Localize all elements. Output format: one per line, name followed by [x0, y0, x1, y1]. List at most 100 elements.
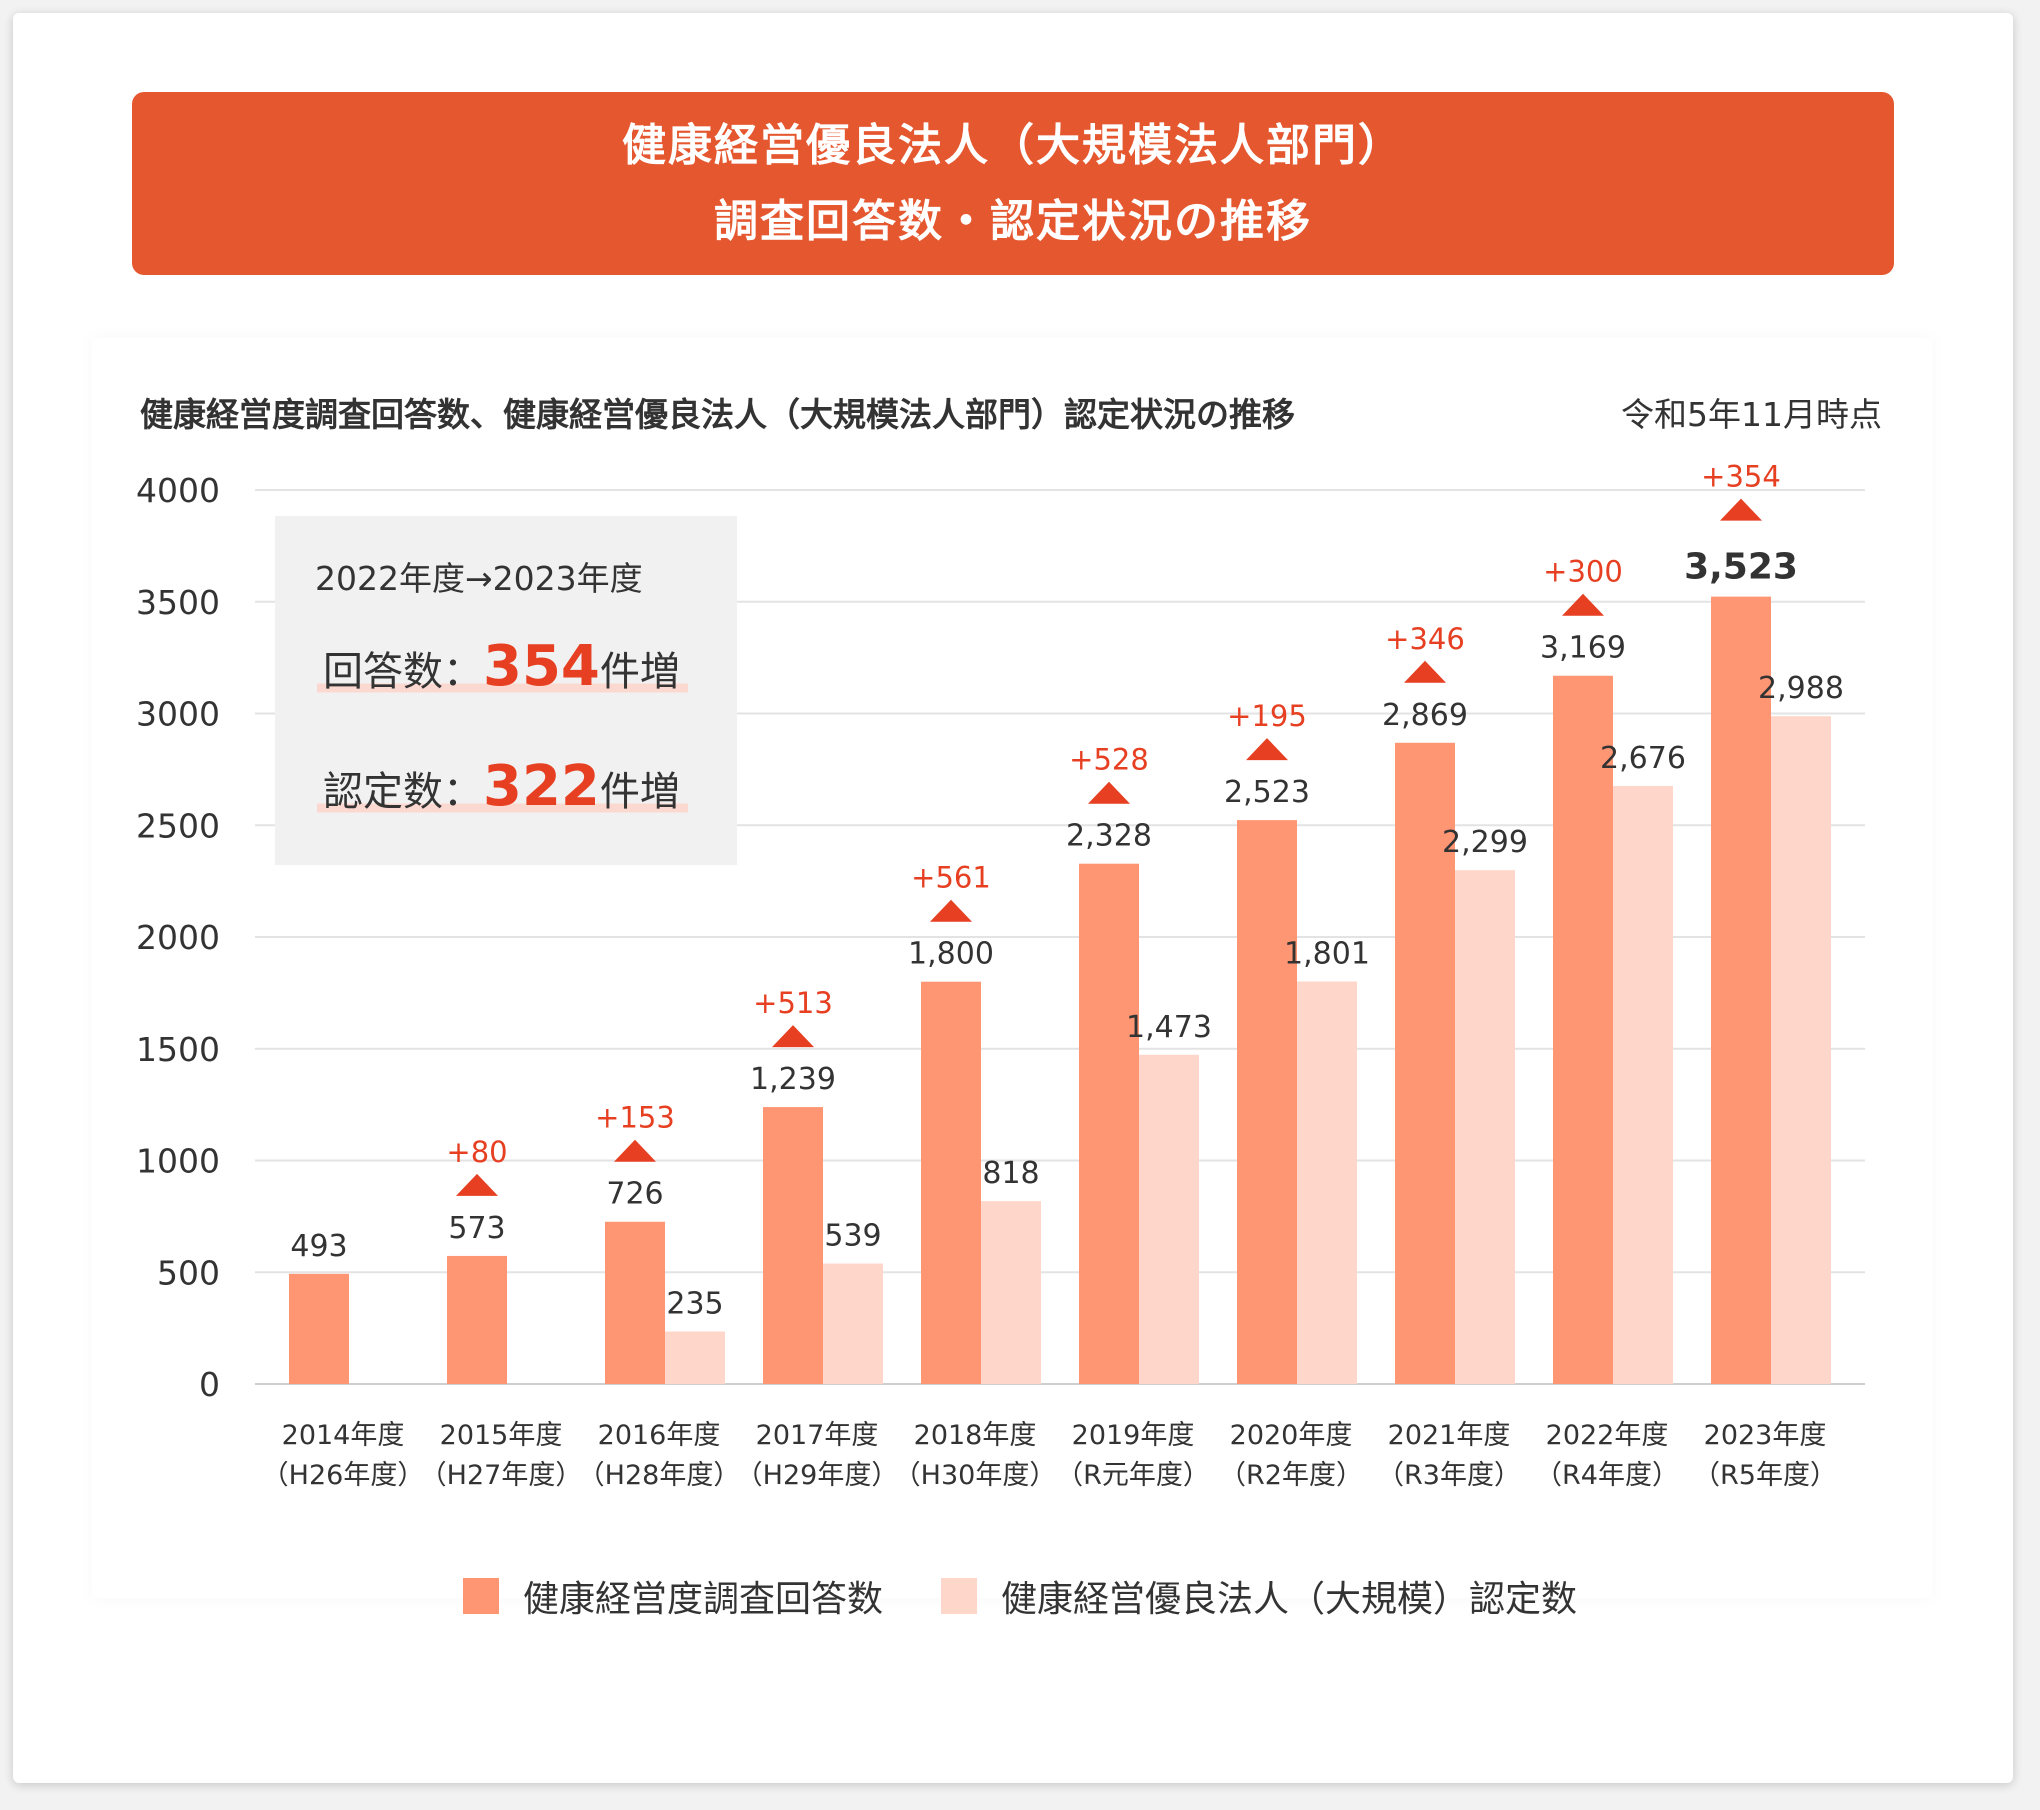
increase-arrow-icon: [1404, 660, 1446, 683]
x-tick-sublabel: （H28年度）: [578, 1460, 741, 1491]
x-tick-sublabel: （H27年度）: [420, 1460, 583, 1491]
legend-label-responses: 健康経営度調査回答数: [522, 1579, 883, 1620]
chart-legend: 健康経営度調査回答数 健康経営優良法人（大規模）認定数: [0, 1570, 2040, 1622]
y-tick-label: 4000: [136, 471, 220, 510]
bar-responses: [289, 1273, 349, 1384]
callout-responses-unit: 件増: [599, 649, 680, 695]
y-tick-label: 2000: [136, 918, 220, 957]
data-label-certified: 539: [824, 1219, 881, 1254]
callout-responses-label: 回答数：: [323, 649, 483, 695]
x-tick-sublabel: （R3年度）: [1377, 1460, 1521, 1491]
x-tick-label: 2017年度: [756, 1420, 879, 1451]
x-tick-label: 2021年度: [1388, 1420, 1511, 1451]
bar-certified: [1771, 716, 1831, 1384]
data-label-responses: 1,239: [750, 1062, 836, 1097]
increase-label: +346: [1385, 622, 1465, 656]
x-tick-sublabel: （H29年度）: [736, 1460, 899, 1491]
increase-label: +153: [595, 1101, 675, 1135]
x-tick-label: 2018年度: [914, 1420, 1037, 1451]
increase-arrow-icon: [1720, 498, 1762, 521]
legend-label-certified: 健康経営優良法人（大規模）認定数: [1001, 1579, 1578, 1620]
bar-responses: [1553, 675, 1613, 1384]
y-tick-label: 2500: [136, 806, 220, 845]
y-tick-label: 0: [199, 1365, 220, 1404]
x-tick-label: 2019年度: [1072, 1420, 1195, 1451]
increase-label: +195: [1227, 699, 1307, 733]
data-label-responses: 2,523: [1224, 775, 1310, 810]
data-label-certified: 2,676: [1600, 741, 1686, 776]
increase-label: +561: [911, 861, 991, 895]
increase-arrow-icon: [930, 899, 972, 922]
bar-certified: [1139, 1054, 1199, 1384]
bar-responses: [1711, 596, 1771, 1384]
bar-responses: [1237, 820, 1297, 1384]
data-label-responses: 573: [448, 1211, 505, 1246]
data-label-certified: 2,988: [1758, 671, 1844, 706]
callout-certified-row: 認定数：322件増: [317, 754, 688, 819]
x-tick-label: 2020年度: [1230, 1420, 1353, 1451]
banner-title-line-1: 健康経営優良法人（大規模法人部門）: [622, 119, 1404, 171]
callout-certified-value: 322: [483, 754, 600, 819]
data-label-certified: 2,299: [1442, 825, 1528, 860]
data-label-responses: 2,328: [1066, 819, 1152, 854]
data-label-responses: 726: [606, 1177, 663, 1212]
x-tick-sublabel: （H30年度）: [894, 1460, 1057, 1491]
increase-arrow-icon: [1246, 738, 1288, 761]
bar-responses: [1395, 742, 1455, 1384]
data-label-certified: 1,473: [1126, 1010, 1212, 1045]
as-of-date: 令和5年11月時点: [1621, 395, 1882, 434]
callout-certified-label: 認定数：: [323, 769, 483, 815]
increase-label: +80: [446, 1135, 507, 1169]
bar-responses: [605, 1221, 665, 1384]
x-tick-label: 2023年度: [1704, 1420, 1827, 1451]
data-label-certified: 235: [666, 1286, 723, 1321]
summary-callout: 2022年度→2023年度 回答数：354件増 認定数：322件増: [275, 516, 737, 865]
data-label-responses: 3,169: [1540, 631, 1626, 666]
x-tick-sublabel: （R元年度）: [1056, 1460, 1210, 1491]
y-tick-label: 1000: [136, 1142, 220, 1181]
increase-label: +300: [1543, 555, 1623, 589]
bar-responses: [1079, 863, 1139, 1384]
data-label-certified: 1,801: [1284, 936, 1370, 971]
x-tick-label: 2022年度: [1546, 1420, 1669, 1451]
bar-responses: [921, 981, 981, 1384]
y-tick-label: 3500: [136, 583, 220, 622]
y-tick-label: 500: [157, 1253, 220, 1292]
title-banner: 健康経営優良法人（大規模法人部門） 調査回答数・認定状況の推移: [132, 92, 1894, 275]
x-tick-sublabel: （R5年度）: [1693, 1460, 1837, 1491]
increase-arrow-icon: [1562, 593, 1604, 616]
bar-certified: [665, 1331, 725, 1384]
bar-certified: [981, 1201, 1041, 1384]
increase-arrow-icon: [456, 1173, 498, 1196]
legend-swatch-responses: [462, 1578, 499, 1614]
legend-item-responses: 健康経営度調査回答数: [462, 1570, 883, 1622]
bar-certified: [1297, 981, 1357, 1384]
x-tick-sublabel: （R4年度）: [1535, 1460, 1679, 1491]
x-tick-label: 2015年度: [440, 1420, 563, 1451]
data-label-certified: 818: [982, 1156, 1039, 1191]
callout-responses-row: 回答数：354件増: [317, 634, 688, 699]
y-tick-label: 1500: [136, 1030, 220, 1069]
increase-arrow-icon: [1088, 781, 1130, 804]
increase-arrow-icon: [614, 1139, 656, 1162]
x-tick-label: 2016年度: [598, 1420, 721, 1451]
callout-certified-unit: 件増: [599, 769, 680, 815]
bar-certified: [823, 1263, 883, 1384]
x-tick-sublabel: （H26年度）: [262, 1460, 425, 1491]
increase-label: +528: [1069, 743, 1149, 777]
data-label-responses: 1,800: [908, 937, 994, 972]
chart-title: 健康経営度調査回答数、健康経営優良法人（大規模法人部門）認定状況の推移: [140, 395, 1295, 434]
increase-arrow-icon: [772, 1025, 814, 1048]
callout-responses-value: 354: [483, 634, 600, 699]
bar-certified: [1455, 870, 1515, 1384]
legend-item-certified: 健康経営優良法人（大規模）認定数: [941, 1570, 1577, 1622]
x-tick-label: 2014年度: [282, 1420, 405, 1451]
bar-responses: [763, 1107, 823, 1384]
bar-responses: [447, 1255, 507, 1384]
bar-certified: [1613, 785, 1673, 1384]
y-tick-label: 3000: [136, 695, 220, 734]
data-label-responses: 3,523: [1684, 547, 1798, 588]
banner-title-line-2: 調査回答数・認定状況の推移: [714, 195, 1312, 247]
callout-period: 2022年度→2023年度: [315, 559, 643, 598]
